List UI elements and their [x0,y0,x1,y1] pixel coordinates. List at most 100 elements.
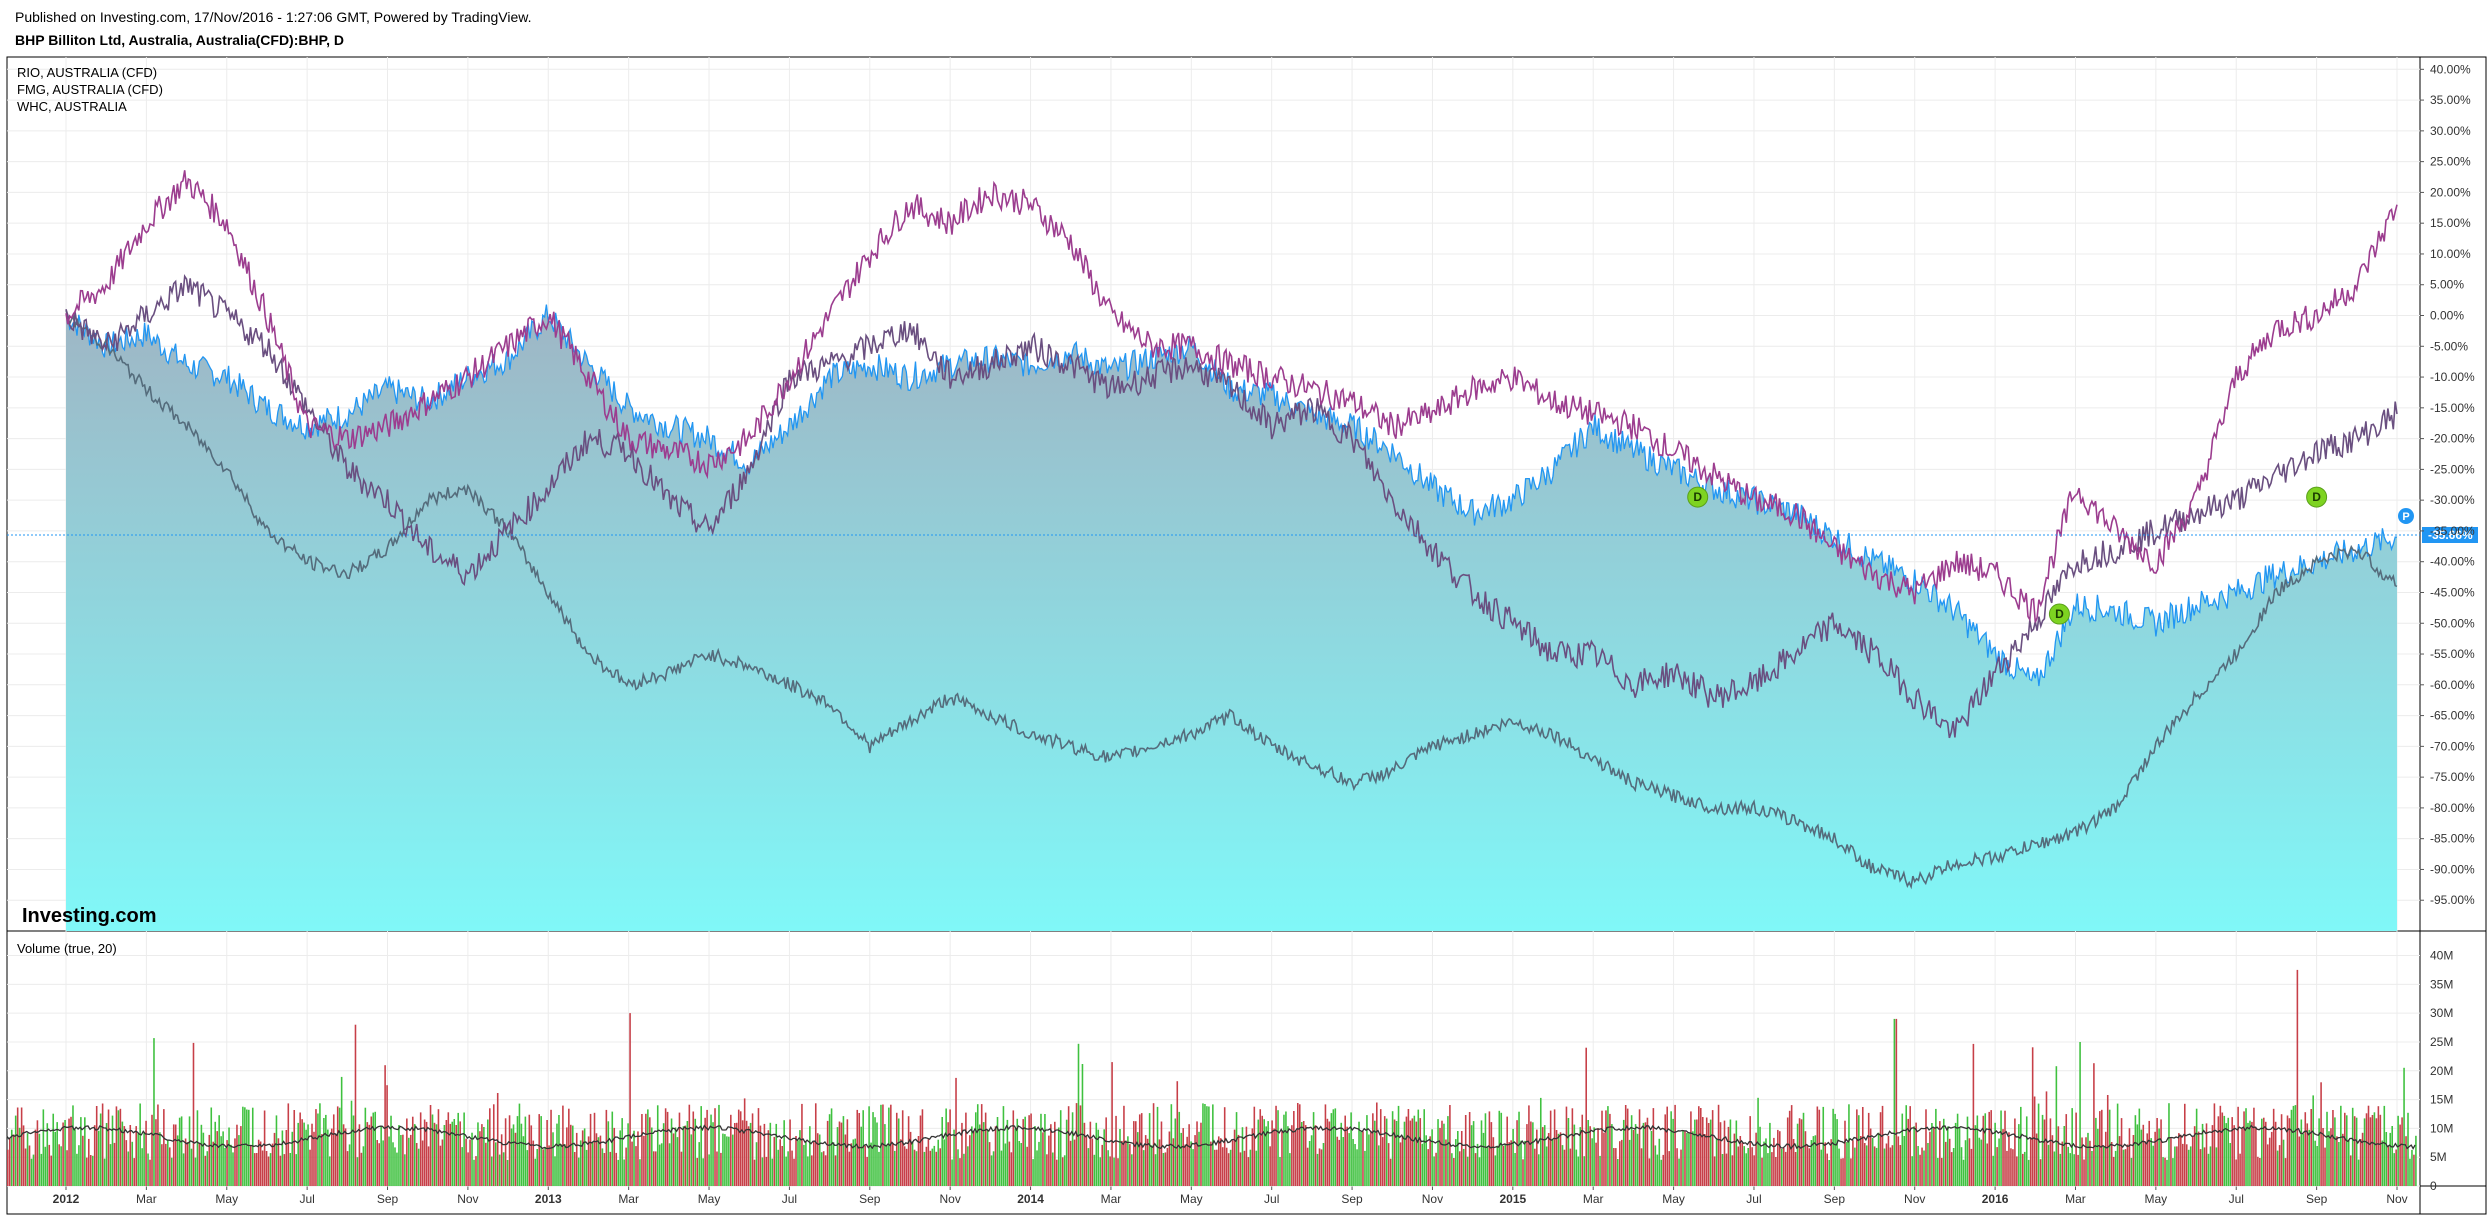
price-axis[interactable]: 40.00% 35.00% 30.00% 25.00% 20.00% 15.00% 10.0… [2420,62,2475,907]
volume-bar [1326,1118,1329,1186]
volume-bar [2296,969,2299,1186]
volume-bar [1101,1144,1103,1186]
volume-bar [915,1151,918,1186]
volume-bar [2241,1127,2243,1186]
volume-bar [814,1103,817,1186]
volume-bar [1445,1139,1447,1186]
volume-bar [26,1133,29,1186]
volume-bar [676,1137,679,1186]
volume-bar [528,1114,531,1186]
volume-bar [862,1110,864,1186]
volume-bar [380,1126,382,1186]
volume-bar [1482,1132,1485,1186]
volume-bar [167,1139,169,1186]
volume-bar [969,1135,971,1186]
volume-bar [1316,1153,1319,1186]
volume-axis[interactable]: 40M 35M 30M 25M 20M 15M 10M 5M 0 [2430,949,2453,1193]
volume-bar [1966,1116,1969,1186]
volume-bar [1464,1115,1467,1186]
volume-bar [625,1147,627,1186]
time-axis[interactable]: 2012 Mar May Jul Sep Nov 2013 Mar May Jul Sep Nov 20… [53,1186,2408,1206]
volume-bar [101,1103,104,1186]
volume-bar [1453,1158,1455,1186]
volume-bar [1836,1119,1838,1186]
volume-bar [1435,1152,1437,1186]
volume-bar [1061,1157,1064,1186]
volume-bar [1547,1133,1550,1186]
volume-bar [1140,1113,1143,1186]
volume-bar [2223,1115,2226,1186]
volume-bar [822,1151,825,1186]
volume-bar [2041,1114,2044,1186]
volume-bar [131,1141,134,1186]
volume-bar [2158,1128,2160,1186]
volume-bar [10,1129,13,1186]
volume-bar [662,1123,665,1186]
volume-bar [759,1125,762,1186]
volume-bar [439,1145,442,1186]
volume-bar [402,1134,404,1186]
dividend-label: D [2055,607,2064,621]
volume-bar [2114,1150,2117,1186]
volume-bar [1184,1144,1186,1186]
volume-bar [1804,1131,1807,1186]
volume-bar [1265,1126,1267,1186]
volume-bar [2065,1114,2068,1186]
volume-bar [1298,1104,1301,1186]
volume-bar [1913,1126,1915,1186]
volume-bar [2261,1118,2263,1186]
volume-bar [1026,1146,1028,1186]
volume-bar [963,1153,965,1186]
volume-bar [1089,1121,1092,1186]
volume-bar [115,1106,118,1186]
x-tick-label: 2016 [1982,1192,2009,1206]
volume-bar [1000,1150,1003,1186]
volume-bar [1581,1114,1584,1186]
volume-bar [1664,1114,1667,1186]
volume-bar [2371,1115,2374,1186]
volume-bar [1597,1128,1599,1186]
volume-bar [220,1136,222,1186]
volume-bar [1885,1143,1888,1186]
volume-bar [635,1146,637,1186]
y-tick-label: -40.00% [2430,555,2475,569]
vol-tick-label: 0 [2430,1179,2437,1193]
volume-bar [1468,1112,1471,1186]
volume-bar [421,1140,424,1186]
volume-bar [1976,1115,1979,1186]
volume-bar [1970,1148,1973,1186]
volume-bar [1601,1110,1603,1186]
volume-bar [1725,1153,1728,1186]
volume-bar [1123,1105,1125,1186]
volume-bar [2142,1124,2145,1186]
volume-bar [208,1134,211,1186]
volume-bar [91,1155,94,1186]
volume-bar [2276,1150,2279,1186]
volume-bar [1790,1105,1793,1186]
volume-bar [1247,1157,1250,1186]
volume-bar [1638,1109,1641,1186]
volume-bar [346,1151,349,1186]
volume-bar [2257,1156,2259,1186]
volume-bar [2081,1137,2083,1186]
volume-bar [1607,1106,1609,1186]
volume-bar [2235,1159,2237,1186]
volume-bar [1990,1110,1992,1186]
volume-bar [1172,1138,1175,1186]
outer-border [6,56,2487,1215]
volume-bar [1075,1103,1078,1186]
volume-bar [494,1142,497,1186]
volume-bar [2284,1158,2287,1186]
volume-bar [82,1135,84,1186]
volume-bar [1087,1148,1090,1186]
volume-bar [1589,1126,1591,1186]
volume-bar [1539,1097,1542,1186]
volume-bar [139,1103,141,1186]
volume-bar [267,1156,270,1186]
volume-bar [95,1106,98,1186]
x-tick-label: Nov [457,1192,478,1206]
volume-bar [84,1117,86,1186]
volume-bar [1810,1140,1813,1186]
volume-bar [1773,1137,1775,1186]
